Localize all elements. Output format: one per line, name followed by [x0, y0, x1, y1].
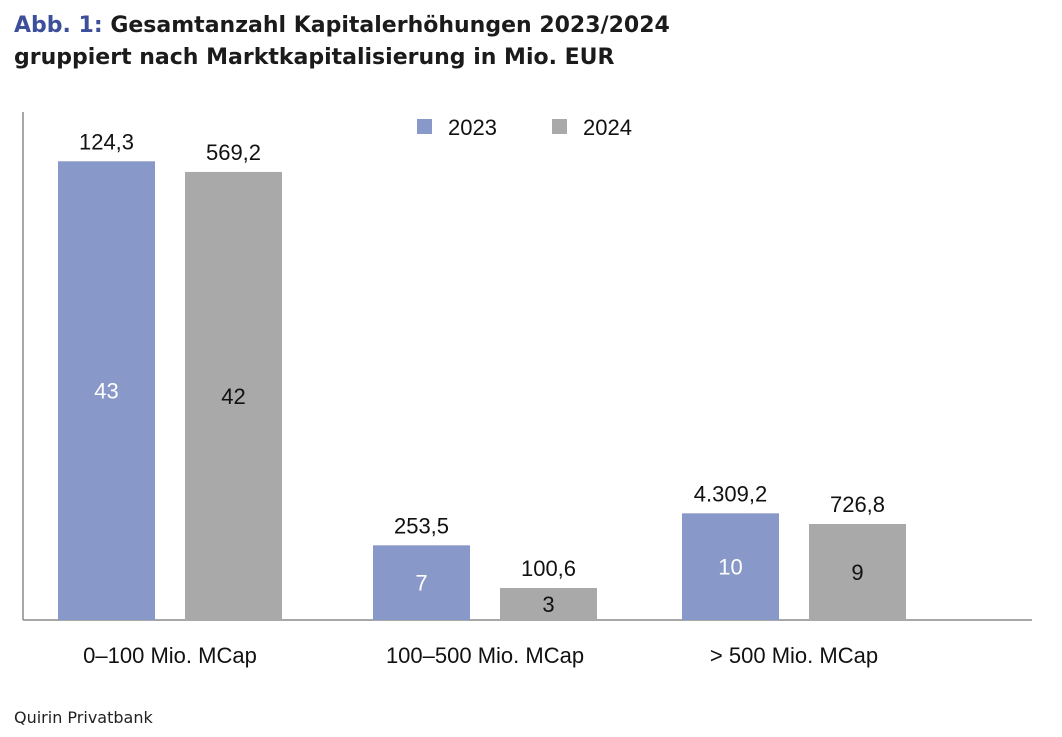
- category-label-2: 100–500 Mio. MCap: [386, 643, 584, 668]
- count-label-2024-1: 42: [221, 384, 245, 409]
- legend-swatch-2023: [417, 119, 432, 134]
- value-label-2023-1: 124,3: [79, 129, 134, 154]
- bar-2024-3: [809, 523, 906, 620]
- bar-2023-3: [682, 513, 779, 620]
- count-label-2023-1: 43: [94, 379, 118, 404]
- title-line-2: gruppiert nach Marktkapitalisierung in M…: [14, 45, 615, 70]
- value-label-2024-2: 100,6: [521, 556, 576, 581]
- value-label-2024-3: 726,8: [830, 492, 885, 517]
- bar-chart: 124,3 43 569,2 42 0–100 Mio. MCap 253,5 7 100,6…: [22, 112, 1032, 668]
- figure-label: Abb. 1:: [14, 13, 103, 38]
- legend-label-2023: 2023: [448, 115, 497, 140]
- chart-title: Abb. 1: Gesamtanzahl Kapitalerhöhungen 2…: [14, 10, 670, 74]
- bar-2024-2: [500, 587, 597, 620]
- legend-swatch-2024: [552, 119, 567, 134]
- bar-2024-1: [185, 171, 282, 620]
- value-label-2023-3: 4.309,2: [694, 481, 767, 506]
- count-label-2023-3: 10: [718, 555, 742, 580]
- count-label-2024-2: 3: [542, 592, 554, 617]
- category-label-1: 0–100 Mio. MCap: [83, 643, 257, 668]
- count-label-2023-2: 7: [415, 571, 427, 596]
- legend-label-2024: 2024: [583, 115, 632, 140]
- title-text-1: Gesamtanzahl Kapitalerhöhungen 2023/2024: [110, 13, 670, 38]
- bar-2023-2: [373, 545, 470, 620]
- value-label-2024-1: 569,2: [206, 140, 261, 165]
- value-label-2023-2: 253,5: [394, 513, 449, 538]
- bar-2023-1: [58, 161, 155, 620]
- title-line-1: Abb. 1: Gesamtanzahl Kapitalerhöhungen 2…: [14, 10, 670, 42]
- category-label-3: > 500 Mio. MCap: [710, 643, 878, 668]
- count-label-2024-3: 9: [851, 560, 863, 585]
- source-note: Quirin Privatbank: [14, 708, 153, 727]
